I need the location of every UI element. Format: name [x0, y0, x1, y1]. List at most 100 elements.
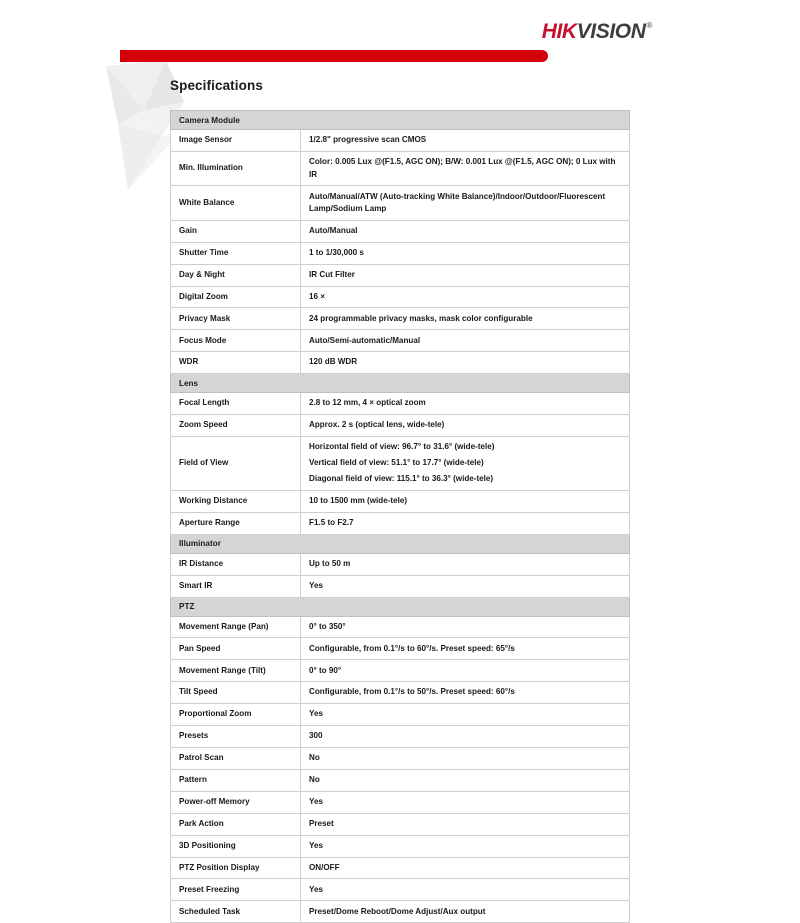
datasheet-page: HIK VISION ® Specifications Camera Module I… — [106, 20, 653, 923]
spec-value-line: Vertical field of view: 51.1° to 17.7° (… — [309, 458, 484, 468]
table-section-header: Camera Module — [169, 110, 631, 130]
spec-label-cell: Digital Zoom — [170, 285, 301, 309]
table-section-header: Lens — [169, 373, 631, 394]
spec-value-cell: Configurable, from 0.1°/s to 50°/s. Pres… — [299, 681, 631, 705]
table-row: 3D Positioning Yes — [170, 834, 631, 858]
spec-label-cell: Working Distance — [170, 489, 301, 513]
spec-value-cell: Yes — [299, 790, 631, 814]
logo-text-hik: HIK — [541, 20, 577, 43]
table-row: Field of View Horizontal field of view: 9… — [170, 435, 631, 491]
spec-label-cell: Movement Range (Tilt) — [170, 659, 301, 683]
table-row: IR Distance Up to 50 m — [170, 552, 631, 576]
spec-value-line: 0° to 350° — [309, 621, 346, 631]
spec-value-cell: No — [299, 746, 631, 770]
spec-value-line: Auto/Manual/ATW (Auto-tracking White Bal… — [309, 191, 606, 214]
spec-label-cell: Pan Speed — [170, 637, 301, 661]
table-row: Proportional Zoom Yes — [170, 703, 631, 727]
spec-value-line: 0° to 90° — [309, 665, 342, 675]
section-heading-label: PTZ — [169, 596, 631, 617]
spec-label-cell: Patrol Scan — [170, 746, 301, 770]
table-row: Presets 300 — [170, 725, 631, 748]
registered-trademark-icon: ® — [646, 21, 653, 30]
red-accent-bar — [120, 50, 548, 62]
spec-value-cell: Preset/Dome Reboot/Dome Adjust/Aux outpu… — [299, 900, 631, 923]
spec-label-cell: Gain — [170, 219, 301, 243]
spec-label-cell: Image Sensor — [170, 129, 301, 152]
table-section-header: PTZ — [169, 596, 631, 617]
spec-value-cell: 10 to 1500 mm (wide-tele) — [299, 489, 631, 513]
logo-text-vision: VISION — [576, 20, 646, 43]
spec-value-line: Preset — [309, 818, 334, 828]
spec-value-line: Yes — [309, 840, 323, 850]
spec-value-line: Up to 50 m — [309, 558, 351, 568]
spec-value-line: 1/2.8" progressive scan CMOS — [309, 135, 427, 145]
spec-value-line: No — [309, 753, 320, 763]
spec-value-line: Auto/Semi-automatic/Manual — [309, 335, 421, 345]
spec-label-cell: Field of View — [170, 435, 301, 491]
table-row: Scheduled Task Preset/Dome Reboot/Dome Ad… — [170, 900, 631, 923]
spec-label-cell: WDR — [170, 351, 301, 375]
spec-value-cell: IR Cut Filter — [299, 263, 631, 287]
spec-value-line: 24 programmable privacy masks, mask colo… — [309, 313, 533, 323]
spec-label-cell: Focus Mode — [170, 329, 301, 353]
specifications-table: Camera Module Image Sensor 1/2.8" progress… — [169, 110, 631, 923]
spec-value-line: ON/OFF — [309, 862, 340, 872]
spec-label-cell: Park Action — [170, 812, 301, 836]
spec-value-line: 16 × — [309, 291, 325, 301]
table-row: Park Action Preset — [170, 812, 631, 836]
table-row: Focal Length 2.8 to 12 mm, 4 × optical zo… — [170, 392, 631, 416]
spec-value-line: Yes — [309, 580, 323, 590]
spec-value-cell: F1.5 to F2.7 — [299, 511, 631, 535]
spec-value-cell: No — [299, 768, 631, 792]
table-row: Gain Auto/Manual — [170, 219, 631, 243]
specifications-table-body: Camera Module Image Sensor 1/2.8" progress… — [169, 110, 631, 923]
spec-label-cell: Aperture Range — [170, 511, 301, 535]
spec-label-cell: Privacy Mask — [170, 307, 301, 331]
spec-label-cell: Movement Range (Pan) — [170, 615, 301, 639]
spec-value-line: No — [309, 775, 320, 785]
table-row: Movement Range (Pan) 0° to 350° — [170, 615, 631, 639]
spec-value-cell: Color: 0.005 Lux @(F1.5, AGC ON); B/W: 0… — [299, 150, 631, 187]
spec-value-line: 300 — [309, 731, 323, 741]
section-heading-label: Illuminator — [169, 533, 631, 554]
spec-value-line: Yes — [309, 884, 323, 894]
table-row: Smart IR Yes — [170, 574, 631, 598]
spec-value-line: Auto/Manual — [309, 225, 358, 235]
spec-value-line: 10 to 1500 mm (wide-tele) — [309, 496, 408, 506]
spec-value-line: F1.5 to F2.7 — [309, 518, 354, 527]
table-row: Power-off Memory Yes — [170, 790, 631, 814]
spec-value-cell: Auto/Manual — [299, 219, 631, 243]
spec-label-cell: Day & Night — [170, 263, 301, 287]
table-section-header: Illuminator — [169, 533, 631, 554]
spec-value-line: 120 dB WDR — [309, 357, 358, 367]
spec-value-cell: Yes — [299, 834, 631, 858]
table-row: Movement Range (Tilt) 0° to 90° — [170, 659, 631, 683]
table-row: Aperture Range F1.5 to F2.7 — [170, 511, 631, 535]
spec-value-cell: 16 × — [299, 285, 631, 309]
table-row: Zoom Speed Approx. 2 s (optical lens, wid… — [170, 414, 631, 437]
spec-value-line: Preset/Dome Reboot/Dome Adjust/Aux outpu… — [309, 906, 486, 916]
spec-label-cell: Scheduled Task — [170, 900, 301, 923]
spec-label-cell: IR Distance — [170, 552, 301, 576]
table-row: Focus Mode Auto/Semi-automatic/Manual — [170, 329, 631, 353]
table-row: Digital Zoom 16 × — [170, 285, 631, 309]
spec-value-cell: 0° to 350° — [299, 615, 631, 639]
spec-value-cell: 1 to 1/30,000 s — [299, 241, 631, 265]
spec-value-cell: Horizontal field of view: 96.7° to 31.6°… — [299, 435, 631, 491]
spec-value-cell: 120 dB WDR — [299, 351, 631, 375]
spec-label-cell: Preset Freezing — [170, 878, 301, 902]
spec-label-cell: Smart IR — [170, 574, 301, 598]
spec-value-line: IR Cut Filter — [309, 269, 355, 279]
spec-value-line: Horizontal field of view: 96.7° to 31.6°… — [309, 442, 495, 452]
spec-value-cell: Approx. 2 s (optical lens, wide-tele) — [299, 414, 631, 437]
table-row: Privacy Mask 24 programmable privacy mask… — [170, 307, 631, 331]
spec-label-cell: Min. Illumination — [170, 150, 301, 187]
spec-value-cell: Yes — [299, 878, 631, 902]
table-row: PTZ Position Display ON/OFF — [170, 856, 631, 880]
spec-value-cell: 300 — [299, 725, 631, 748]
spec-value-cell: ON/OFF — [299, 856, 631, 880]
spec-label-cell: Proportional Zoom — [170, 703, 301, 727]
page-title: Specifications — [170, 78, 263, 93]
spec-label-cell: Presets — [170, 725, 301, 748]
spec-value-line: 2.8 to 12 mm, 4 × optical zoom — [309, 398, 426, 408]
